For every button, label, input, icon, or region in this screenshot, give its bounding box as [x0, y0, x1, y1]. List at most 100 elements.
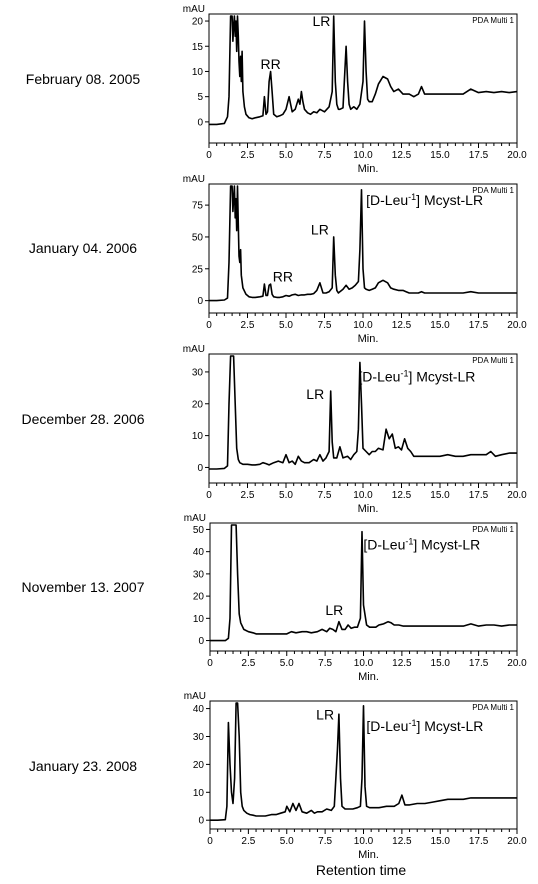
chart-panel: February 08. 2005 mAU PDA Multi 1 0 5 10 15 20 0…	[26, 4, 527, 175]
peak-label: RR	[273, 269, 293, 285]
peak-label: [D-Leu-1] Mcyst-LR	[358, 368, 475, 384]
x-tick-label: 2.5	[241, 490, 255, 501]
sample-date-label: December 28. 2006	[22, 411, 145, 427]
x-tick-label: 2.5	[241, 320, 255, 331]
peak-label: LR	[312, 13, 330, 29]
detector-tag: PDA Multi 1	[472, 525, 514, 534]
x-axis-label: Min.	[358, 849, 379, 861]
x-tick-label: 2.5	[241, 836, 255, 847]
x-tick-label: 5.0	[279, 490, 293, 501]
chromatogram-trace	[209, 185, 517, 302]
x-tick-label: 10.0	[354, 836, 374, 847]
y-tick-label: 75	[192, 201, 204, 212]
x-tick-label: 7.5	[318, 836, 332, 847]
y-unit-label: mAU	[183, 344, 205, 355]
x-axis-label: Min.	[358, 503, 379, 515]
chart-panel: January 04. 2006 mAU PDA Multi 1 0 25 50 75 0 2.…	[29, 174, 527, 345]
x-tick-label: 7.5	[318, 658, 332, 669]
y-unit-label: mAU	[183, 174, 205, 185]
y-tick-label: 30	[193, 569, 205, 580]
chromatogram-trace	[209, 15, 517, 126]
x-tick-label: 17.5	[469, 836, 489, 847]
x-tick-label: 17.5	[469, 658, 489, 669]
global-x-axis-label: Retention time	[316, 862, 406, 878]
x-tick-label: 20.0	[507, 490, 527, 501]
chart-panel: January 23. 2008 mAU PDA Multi 1 0 10 20 30 40 0…	[29, 691, 527, 861]
y-tick-label: 40	[193, 547, 205, 558]
x-tick-label: 0	[206, 320, 212, 331]
y-tick-label: 50	[192, 232, 204, 243]
x-axis-label: Min.	[358, 671, 379, 683]
x-tick-label: 12.5	[392, 836, 412, 847]
y-tick-label: 20	[193, 760, 205, 771]
x-tick-label: 2.5	[241, 658, 255, 669]
x-tick-label: 10.0	[353, 490, 373, 501]
detector-tag: PDA Multi 1	[472, 16, 514, 25]
detector-tag: PDA Multi 1	[472, 356, 514, 365]
y-tick-label: 10	[193, 614, 205, 625]
y-tick-label: 15	[192, 42, 204, 53]
y-unit-label: mAU	[184, 513, 206, 524]
peak-label: [D-Leu-1] Mcyst-LR	[363, 536, 480, 552]
x-tick-label: 5.0	[279, 150, 293, 161]
x-tick-label: 20.0	[507, 658, 527, 669]
y-tick-label: 5	[197, 92, 203, 103]
y-tick-label: 0	[197, 117, 203, 128]
y-tick-label: 20	[193, 592, 205, 603]
y-tick-label: 50	[193, 525, 205, 536]
peak-label: LR	[306, 386, 324, 402]
y-tick-label: 30	[193, 732, 205, 743]
chromatogram-trace	[209, 355, 517, 470]
sample-date-label: November 13. 2007	[22, 579, 145, 595]
peak-label: RR	[260, 56, 280, 72]
x-tick-label: 15.0	[430, 320, 450, 331]
y-tick-label: 0	[197, 296, 203, 307]
y-tick-label: 0	[198, 816, 204, 827]
x-tick-label: 20.0	[507, 150, 527, 161]
x-tick-label: 17.5	[469, 320, 489, 331]
chromatogram-trace	[210, 524, 517, 642]
x-tick-label: 20.0	[507, 836, 527, 847]
y-tick-label: 20	[192, 17, 204, 28]
x-tick-label: 0	[206, 490, 212, 501]
peak-label: [D-Leu-1] Mcyst-LR	[366, 718, 483, 734]
x-tick-label: 17.5	[469, 150, 489, 161]
y-unit-label: mAU	[183, 4, 205, 15]
y-tick-label: 40	[193, 704, 205, 715]
peak-label: [D-Leu-1] Mcyst-LR	[366, 192, 483, 208]
x-tick-label: 12.5	[392, 490, 412, 501]
y-unit-label: mAU	[184, 691, 206, 702]
x-tick-label: 15.0	[431, 836, 451, 847]
sample-date-label: January 23. 2008	[29, 758, 137, 774]
peak-label: LR	[311, 221, 329, 237]
x-tick-label: 5.0	[279, 320, 293, 331]
chromatogram-trace	[210, 702, 517, 821]
x-tick-label: 7.5	[318, 150, 332, 161]
y-tick-label: 25	[192, 264, 204, 275]
x-tick-label: 0	[207, 836, 213, 847]
chart-panel: November 13. 2007 mAU PDA Multi 1 0 10 20 30 40…	[22, 513, 528, 683]
y-tick-label: 0	[197, 463, 203, 474]
x-tick-label: 10.0	[353, 320, 373, 331]
x-tick-label: 12.5	[392, 320, 412, 331]
peak-label: LR	[325, 602, 343, 618]
x-tick-label: 5.0	[280, 836, 294, 847]
x-tick-label: 15.0	[431, 658, 451, 669]
y-tick-label: 20	[192, 399, 204, 410]
x-tick-label: 10.0	[353, 150, 373, 161]
detector-tag: PDA Multi 1	[472, 703, 514, 712]
x-tick-label: 15.0	[430, 490, 450, 501]
x-tick-label: 0	[206, 150, 212, 161]
x-tick-label: 10.0	[354, 658, 374, 669]
x-tick-label: 2.5	[241, 150, 255, 161]
y-tick-label: 30	[192, 367, 204, 378]
detector-tag: PDA Multi 1	[472, 186, 514, 195]
x-tick-label: 5.0	[280, 658, 294, 669]
chart-panel: December 28. 2006 mAU PDA Multi 1 0 10 20 30 0 2…	[22, 344, 528, 515]
x-tick-label: 15.0	[430, 150, 450, 161]
x-tick-label: 0	[207, 658, 213, 669]
x-tick-label: 12.5	[392, 658, 412, 669]
peak-label: LR	[316, 707, 334, 723]
y-tick-label: 10	[192, 67, 204, 78]
